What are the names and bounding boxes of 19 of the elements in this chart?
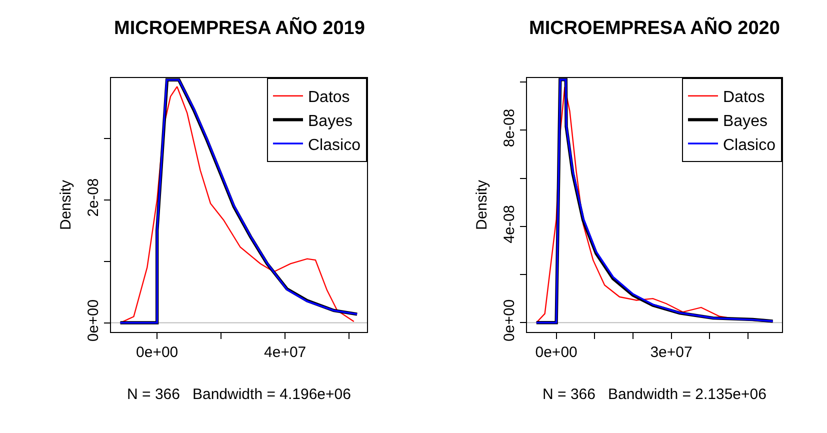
legend-label: Datos [308,89,350,106]
legend-label: Clasico [723,136,776,154]
x-tick-label: 0e+00 [136,344,178,361]
x-axis-title: N = 366 Bandwidth = 2.135e+06 [542,386,766,403]
chart-title: MICROEMPRESA AÑO 2020 [529,17,780,39]
y-tick-label: 2e-08 [85,178,102,217]
y-axis-title: Density [473,180,490,230]
legend-label: Clasico [308,136,361,154]
y-tick-label: 8e-08 [501,108,518,148]
x-axis-title: N = 366 Bandwidth = 4.196e+06 [127,386,351,403]
x-tick-label: 0e+00 [535,344,578,361]
legend-label: Datos [723,89,765,106]
x-tick-label: 4e+07 [264,344,306,361]
chart-title: MICROEMPRESA AÑO 2019 [114,17,365,39]
y-tick-label: 4e-08 [501,204,518,244]
x-tick-label: 3e+07 [650,344,692,361]
legend-label: Bayes [308,112,352,130]
legend-label: Bayes [723,112,768,130]
y-axis-title: Density [57,180,74,230]
